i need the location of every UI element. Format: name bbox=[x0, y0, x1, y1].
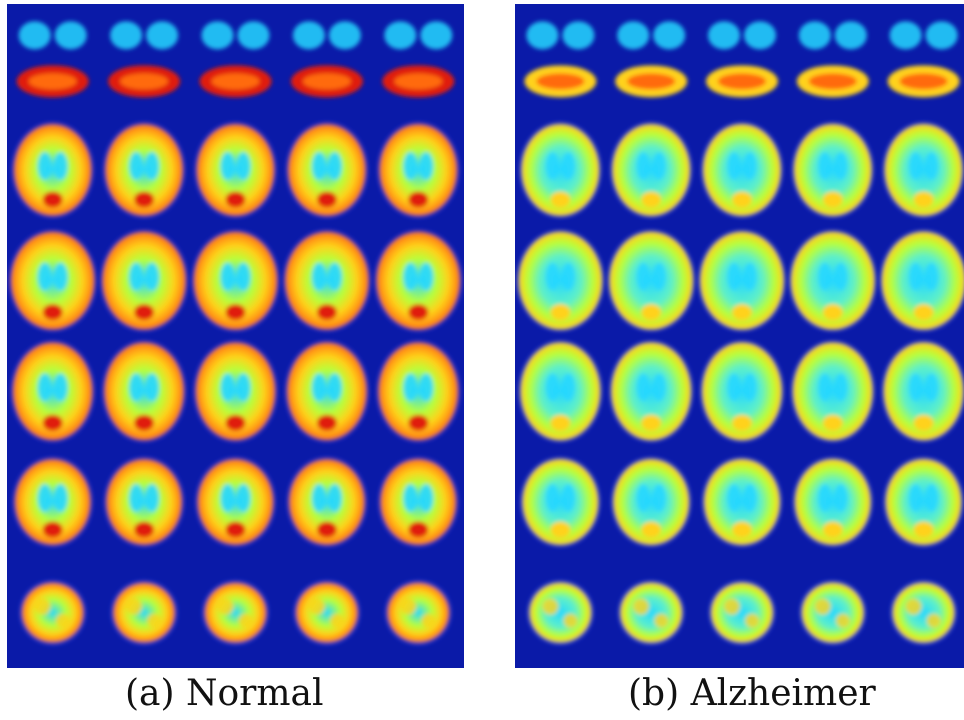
brain-slice-r1-c5 bbox=[887, 21, 960, 98]
pet-panel-alzheimer bbox=[515, 4, 964, 668]
brain-slice-r6-c4 bbox=[797, 578, 868, 647]
brain-slice-r1-c1 bbox=[524, 21, 597, 98]
brain-slice-r1-c3 bbox=[199, 21, 272, 98]
brain-slice-r6-c3 bbox=[707, 578, 777, 647]
brain-slice-r5-c4 bbox=[790, 455, 875, 549]
brain-slice-r6-c1 bbox=[525, 578, 596, 647]
brain-slice-r4-c2 bbox=[100, 338, 189, 445]
brain-slice-r5-c1 bbox=[10, 455, 95, 549]
brain-slice-r5-c5 bbox=[881, 455, 964, 549]
brain-slice-r3-c1 bbox=[515, 227, 607, 334]
brain-slice-r4-c3 bbox=[191, 338, 280, 445]
brain-slice-r1-c5 bbox=[382, 21, 455, 98]
brain-slice-r3-c2 bbox=[605, 227, 698, 334]
brain-slice-r5-c4 bbox=[284, 455, 369, 549]
brain-slice-r2-c1 bbox=[9, 120, 96, 220]
brain-slice-r6-c4 bbox=[291, 578, 362, 647]
brain-slice-r4-c3 bbox=[698, 338, 786, 445]
brain-slice-r3-c2 bbox=[98, 227, 191, 334]
brain-slice-r2-c3 bbox=[699, 120, 785, 220]
brain-slice-r5-c5 bbox=[376, 455, 461, 549]
brain-slice-r3-c5 bbox=[877, 227, 964, 334]
brain-slice-r1-c2 bbox=[615, 21, 688, 98]
brain-slice-r6-c5 bbox=[888, 578, 959, 647]
pet-panel-normal bbox=[7, 4, 464, 668]
brain-slice-r6-c3 bbox=[200, 578, 271, 647]
brain-slice-r2-c5 bbox=[375, 120, 462, 220]
brain-slice-r4-c4 bbox=[282, 338, 371, 445]
brain-slice-r5-c3 bbox=[700, 455, 784, 549]
pet-slices-normal bbox=[7, 4, 464, 668]
brain-slice-r2-c4 bbox=[283, 120, 370, 220]
brain-slice-r6-c5 bbox=[383, 578, 454, 647]
brain-slice-r1-c4 bbox=[290, 21, 363, 98]
brain-slice-r6-c2 bbox=[616, 578, 687, 647]
brain-slice-r1-c2 bbox=[108, 21, 181, 98]
brain-slice-r4-c5 bbox=[879, 338, 964, 445]
brain-slice-r4-c4 bbox=[788, 338, 877, 445]
brain-slice-r1-c1 bbox=[16, 21, 89, 98]
brain-slice-r2-c1 bbox=[517, 120, 604, 220]
brain-slice-r5-c2 bbox=[609, 455, 694, 549]
brain-slice-r2-c2 bbox=[608, 120, 695, 220]
brain-slice-r1-c3 bbox=[706, 21, 778, 98]
brain-slice-r4-c1 bbox=[8, 338, 97, 445]
pet-slices-alzheimer bbox=[515, 4, 964, 668]
brain-slice-r3-c5 bbox=[372, 227, 464, 334]
brain-slice-r3-c3 bbox=[696, 227, 788, 334]
brain-slice-r5-c2 bbox=[102, 455, 187, 549]
caption-normal: (a) Normal bbox=[125, 673, 324, 714]
brain-slice-r2-c3 bbox=[192, 120, 279, 220]
brain-slice-r4-c2 bbox=[607, 338, 696, 445]
brain-slice-r1-c4 bbox=[796, 21, 869, 98]
brain-slice-r2-c2 bbox=[101, 120, 188, 220]
brain-slice-r3-c4 bbox=[280, 227, 373, 334]
brain-slice-r3-c1 bbox=[7, 227, 99, 334]
brain-slice-r2-c4 bbox=[789, 120, 876, 220]
caption-alzheimer: (b) Alzheimer bbox=[628, 673, 876, 714]
brain-slice-r3-c3 bbox=[189, 227, 282, 334]
brain-slice-r5-c3 bbox=[193, 455, 278, 549]
brain-slice-r5-c1 bbox=[518, 455, 603, 549]
brain-slice-r2-c5 bbox=[880, 120, 964, 220]
brain-slice-r3-c4 bbox=[786, 227, 879, 334]
brain-slice-r4-c1 bbox=[516, 338, 605, 445]
brain-slice-r6-c1 bbox=[17, 578, 88, 647]
brain-slice-r6-c2 bbox=[109, 578, 180, 647]
brain-slice-r4-c5 bbox=[374, 338, 463, 445]
